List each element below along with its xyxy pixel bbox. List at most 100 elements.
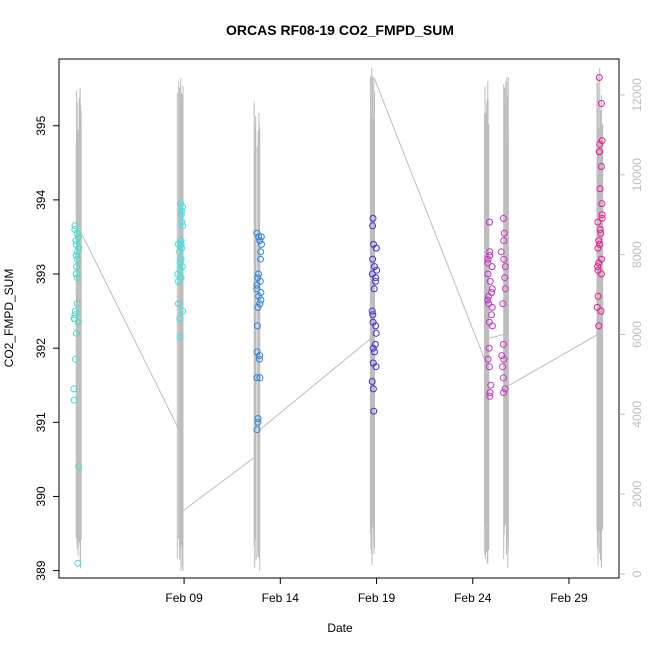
data-point-flight-4-1 bbox=[486, 248, 494, 256]
data-point-flight-4-14 bbox=[488, 311, 495, 319]
x-tick-label-2: Feb 19 bbox=[358, 591, 396, 605]
data-point-flight-0-15 bbox=[71, 311, 79, 319]
data-point-flight-0-2 bbox=[73, 229, 81, 237]
data-point-flight-6-19 bbox=[594, 263, 602, 271]
data-point-flight-3-10 bbox=[370, 285, 378, 293]
data-point-flight-6-16 bbox=[594, 244, 602, 252]
data-point-flight-5-15 bbox=[500, 389, 507, 397]
y-tick-label-6: 395 bbox=[34, 115, 48, 135]
y-tick-label-5: 394 bbox=[34, 190, 48, 210]
data-point-flight-1-3 bbox=[177, 211, 185, 219]
data-point-flight-6-7 bbox=[596, 185, 604, 193]
secondary-spike-group-5 bbox=[503, 76, 509, 568]
data-point-flight-3-8 bbox=[372, 274, 380, 282]
y-tick-label-2: 391 bbox=[34, 412, 48, 432]
secondary-spike-group-3 bbox=[369, 67, 375, 566]
data-point-flight-2-20 bbox=[256, 355, 263, 363]
data-point-flight-0-14 bbox=[71, 307, 79, 315]
y2-tick-label-3: 6000 bbox=[630, 321, 644, 348]
data-point-flight-3-17 bbox=[369, 344, 377, 352]
data-point-flight-3-1 bbox=[369, 222, 377, 230]
data-point-flight-6-11 bbox=[594, 218, 602, 226]
data-point-flight-2-0 bbox=[253, 229, 261, 237]
data-point-flight-6-3 bbox=[596, 140, 604, 148]
data-point-flight-2-16 bbox=[254, 303, 262, 311]
data-point-flight-3-20 bbox=[372, 363, 380, 371]
data-point-flight-4-10 bbox=[485, 292, 492, 300]
data-point-flight-2-4 bbox=[258, 240, 265, 248]
x-axis: Feb 09 Feb 14 Feb 19 Feb 24 Feb 29 bbox=[165, 577, 588, 605]
data-point-flight-0-19 bbox=[72, 329, 80, 337]
data-point-flight-1-1 bbox=[179, 203, 187, 211]
data-point-flight-0-18 bbox=[74, 318, 82, 326]
secondary-connector-3 bbox=[374, 78, 485, 359]
data-point-flight-4-0 bbox=[486, 218, 493, 226]
data-point-flight-0-22 bbox=[70, 396, 78, 404]
y-axis-label: CO2_FMPD_SUM bbox=[2, 269, 16, 368]
data-point-flight-1-10 bbox=[176, 248, 183, 256]
data-point-flight-0-8 bbox=[72, 252, 80, 259]
y-tick-label-3: 392 bbox=[34, 338, 48, 358]
data-point-flight-4-11 bbox=[484, 296, 492, 304]
data-point-flight-1-17 bbox=[174, 277, 182, 285]
data-point-flight-1-21 bbox=[176, 333, 184, 341]
data-point-flight-2-25 bbox=[253, 426, 261, 434]
data-point-flight-2-3 bbox=[256, 237, 264, 245]
data-point-flight-4-12 bbox=[485, 300, 493, 308]
data-point-flight-3-16 bbox=[371, 340, 379, 348]
data-point-flight-1-11 bbox=[177, 255, 185, 263]
data-point-flight-5-14 bbox=[501, 385, 509, 393]
data-point-flight-1-14 bbox=[176, 266, 184, 274]
data-point-flight-5-12 bbox=[499, 363, 507, 371]
data-point-flight-6-23 bbox=[593, 303, 601, 311]
data-point-flight-6-15 bbox=[596, 240, 604, 248]
data-point-flight-5-0 bbox=[499, 214, 507, 222]
x-tick-label-3: Feb 24 bbox=[454, 591, 492, 605]
data-point-flight-5-4 bbox=[500, 255, 508, 263]
y2-tick-label-1: 2000 bbox=[630, 480, 644, 507]
data-point-flight-2-17 bbox=[253, 322, 261, 330]
data-point-flight-4-5 bbox=[488, 263, 496, 271]
data-point-flight-0-1 bbox=[71, 226, 79, 233]
y-axis-right: 0 2000 4000 6000 8000 10000 12000 bbox=[619, 78, 644, 577]
data-point-flight-6-10 bbox=[598, 214, 606, 222]
secondary-series-layer bbox=[75, 67, 604, 572]
data-point-flight-3-15 bbox=[372, 329, 380, 337]
y-axis-left: 389 390 391 392 393 394 395 bbox=[34, 115, 59, 581]
data-point-flight-1-2 bbox=[178, 207, 186, 215]
data-point-flight-0-12 bbox=[73, 274, 81, 282]
data-point-flight-5-8 bbox=[499, 300, 507, 308]
x-axis-label: Date bbox=[327, 621, 353, 635]
data-point-flight-6-25 bbox=[595, 322, 603, 330]
data-point-flight-6-6 bbox=[597, 163, 605, 170]
secondary-spike-group-6 bbox=[596, 67, 604, 568]
data-point-flight-0-10 bbox=[73, 263, 80, 271]
data-point-flight-6-0 bbox=[595, 74, 603, 81]
data-point-flight-2-22 bbox=[253, 374, 261, 382]
data-point-flight-6-13 bbox=[597, 229, 605, 237]
data-point-flight-0-20 bbox=[71, 355, 79, 363]
secondary-connector-0 bbox=[81, 234, 180, 431]
data-point-flight-4-4 bbox=[484, 259, 492, 267]
data-point-flight-4-20 bbox=[487, 381, 495, 389]
data-point-flight-1-0 bbox=[177, 200, 185, 208]
data-point-flight-0-23 bbox=[75, 463, 83, 471]
data-point-flight-0-9 bbox=[73, 255, 81, 263]
data-point-flight-2-23 bbox=[254, 415, 262, 423]
secondary-spike-group-1 bbox=[176, 77, 184, 571]
data-point-flight-5-11 bbox=[500, 355, 508, 363]
x-tick-label-0: Feb 09 bbox=[165, 591, 203, 605]
data-point-flight-0-24 bbox=[74, 559, 82, 567]
data-point-flight-5-1 bbox=[500, 229, 508, 237]
data-point-flight-2-5 bbox=[257, 248, 265, 256]
data-point-flight-5-13 bbox=[499, 374, 507, 382]
data-point-flight-1-18 bbox=[175, 300, 182, 308]
y2-tick-label-4: 8000 bbox=[630, 241, 644, 268]
y2-tick-label-5: 10000 bbox=[630, 158, 644, 192]
data-point-flight-1-19 bbox=[179, 307, 187, 315]
data-point-flight-5-6 bbox=[501, 274, 509, 282]
data-point-flight-3-18 bbox=[371, 348, 378, 356]
data-point-flight-1-4 bbox=[178, 218, 186, 226]
data-point-flight-3-21 bbox=[368, 378, 376, 385]
